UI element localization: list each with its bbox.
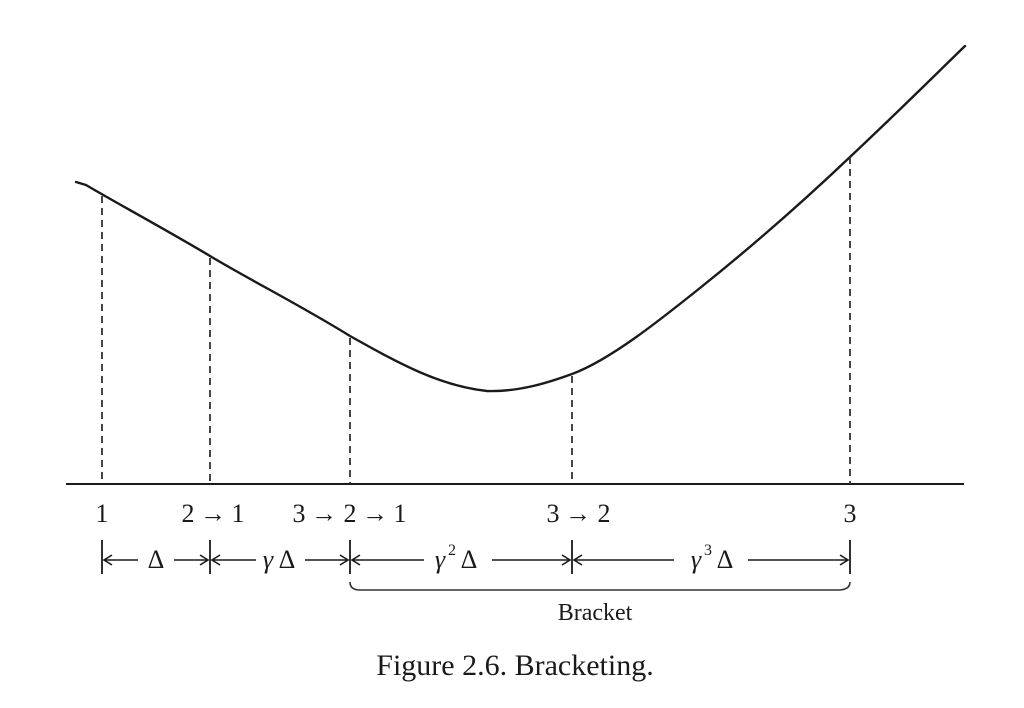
svg-text:2: 2 — [598, 499, 611, 528]
svg-text:1: 1 — [394, 499, 407, 528]
svg-text:γ: γ — [691, 545, 702, 574]
figure-caption: Figure 2.6. Bracketing. — [376, 649, 653, 682]
svg-text:Δ: Δ — [461, 545, 478, 574]
point-label-2: 2 → 1 — [182, 499, 245, 528]
svg-text:→: → — [311, 499, 337, 528]
svg-text:3: 3 — [547, 499, 560, 528]
svg-text:Δ: Δ — [148, 545, 165, 574]
interval-gamma-squared-delta: γ 2 Δ — [350, 542, 572, 574]
svg-text:→: → — [565, 499, 591, 528]
svg-text:2: 2 — [448, 542, 456, 559]
svg-text:3: 3 — [293, 499, 306, 528]
svg-text:3: 3 — [704, 542, 712, 559]
svg-text:γ: γ — [435, 545, 446, 574]
svg-text:→: → — [362, 499, 388, 528]
point-label-4: 3 → 2 — [547, 499, 611, 528]
svg-text:Δ: Δ — [717, 545, 734, 574]
bracket-label: Bracket — [558, 600, 633, 626]
svg-text:2: 2 — [344, 499, 357, 528]
point-label-1: 1 — [96, 499, 109, 528]
point-label-3: 3 → 2 → 1 — [293, 499, 407, 528]
point-label-5: 3 — [844, 499, 857, 528]
svg-text:γ: γ — [263, 545, 274, 574]
interval-delta: Δ — [102, 545, 210, 574]
interval-gamma-cubed-delta: γ 3 Δ — [572, 542, 850, 574]
svg-text:2: 2 — [182, 499, 195, 528]
svg-text:1: 1 — [232, 499, 245, 528]
bracket-brace — [349, 581, 851, 591]
svg-text:→: → — [200, 499, 226, 528]
svg-text:Δ: Δ — [279, 545, 296, 574]
function-curve — [74, 44, 967, 393]
interval-gamma-delta: γ Δ — [210, 545, 350, 574]
